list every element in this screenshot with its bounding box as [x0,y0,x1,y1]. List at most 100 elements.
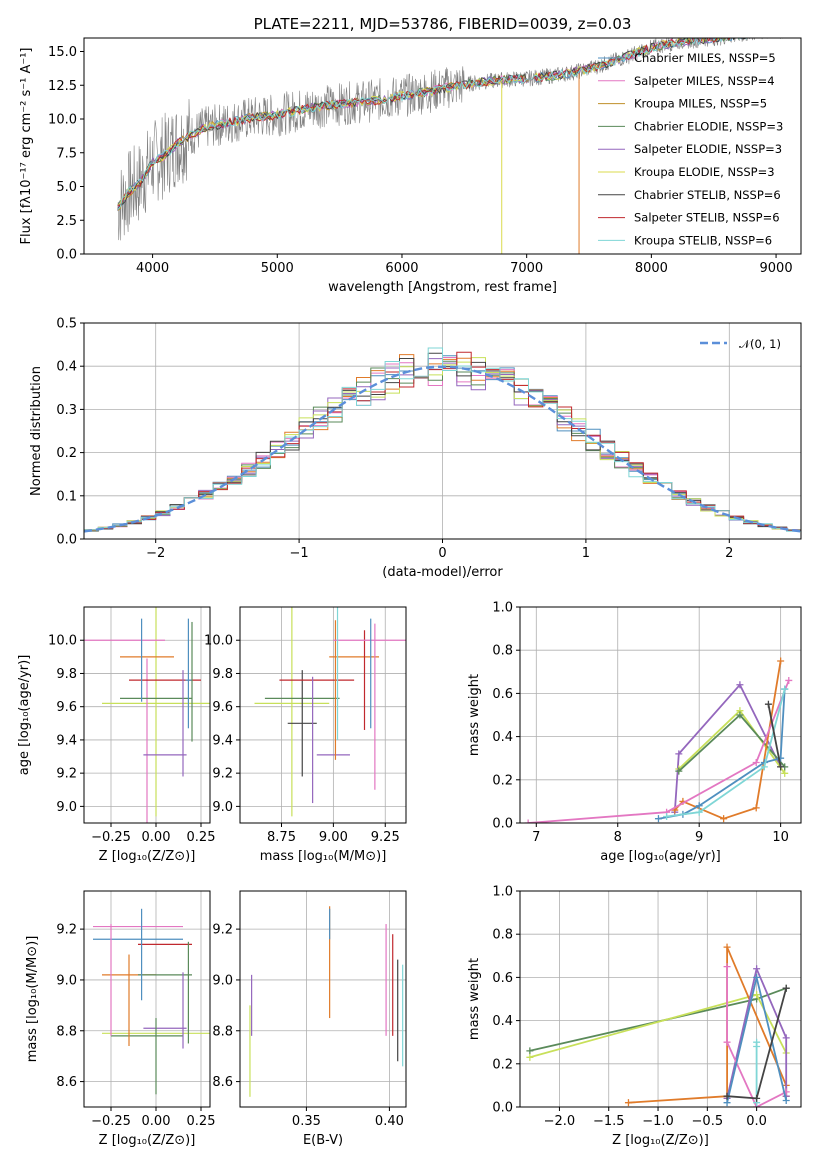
plus-marker [764,700,772,708]
x-tick-label: 9 [695,830,703,845]
y-tick-label: 15.0 [48,45,77,60]
x-tick-label: 0 [438,546,446,561]
x-axis-label: Z [log₁₀(Z/Z⊙)] [612,1133,709,1148]
y-tick-label: 9.2 [56,923,77,938]
plot-area [84,347,801,539]
panel-residuals: −2 −1 0 1 2 0.0 0.1 0.2 0.3 0.4 0.5 (data-model)/er… [29,317,802,580]
x-axis-label: Z [log₁₀(Z/Z⊙)] [99,1133,196,1148]
plus-marker [675,767,683,775]
y-tick-label: 0.5 [56,317,77,332]
y-tick-label: 0.0 [492,817,513,832]
legend-entry: Salpeter STELIB, NSSP=6 [634,211,780,225]
axes-frame [239,890,407,1108]
x-tick-label: 5000 [261,261,294,276]
y-axis-label: Normed distribution [29,366,44,496]
y-axis-label: Flux [fλ10⁻¹⁷ erg cm⁻² s⁻¹ A⁻¹] [19,48,34,245]
legend-entry: Chabrier STELIB, NSSP=6 [634,188,781,202]
y-tick-label: 12.5 [48,79,77,94]
panel-mass-vs-EBV: 0.35 0.40 8.6 8.8 9.0 9.2 E(B-V) [212,890,407,1148]
y-tick-label: 9.2 [56,767,77,782]
plus-marker [624,1099,632,1107]
y-tick-label: 7.5 [56,146,77,161]
model-spectrum-line [117,38,748,210]
plus-marker [781,769,789,777]
x-tick-label: 9000 [760,261,793,276]
legend-entry: Salpeter MILES, NSSP=4 [634,74,775,88]
plus-marker [752,759,760,767]
x-tick-label: −0.25 [91,1114,131,1129]
y-tick-label: 2.5 [56,214,77,229]
axes-frame [239,606,407,824]
plus-marker [782,984,790,992]
mass-weight-line [767,704,782,767]
legend-entry: Kroupa MILES, NSSP=5 [634,97,767,111]
y-tick-label: 9.0 [56,800,77,815]
mass-weight-line [666,688,786,818]
panel-age-vs-mass: 8.75 9.00 9.25 9.0 9.2 9.4 9.6 9.8 10.0 mass [log… [204,606,407,864]
legend-entry: Chabrier ELODIE, NSSP=3 [634,119,783,133]
plus-marker [723,1092,731,1100]
y-tick-label: 0.0 [492,1101,513,1116]
x-tick-label: −2 [146,546,165,561]
x-tick-label: −0.25 [91,830,131,845]
plus-marker [753,1094,761,1102]
y-tick-label: 10.0 [204,634,233,649]
panel-mass-weight-vs-age: 7 8 9 10 0.0 0.2 0.4 0.6 0.8 1.0 age [log₁₀(age/yr… [467,601,802,864]
x-axis-label: Z [log₁₀(Z/Z⊙)] [99,849,196,864]
plus-marker [777,763,785,771]
y-tick-label: 0.2 [492,773,513,788]
y-tick-label: 1.0 [492,885,513,900]
plot-area [526,943,790,1107]
legend-entry: Chabrier MILES, NSSP=5 [634,51,776,65]
x-tick-label: 0.25 [187,830,216,845]
mass-weight-line [726,966,787,1107]
plus-marker [760,763,768,771]
y-axis-label: mass weight [467,674,482,756]
plus-marker [781,685,789,693]
y-tick-label: 1.0 [492,601,513,616]
plus-marker [753,1043,761,1051]
plus-marker [720,815,728,823]
y-tick-label: 9.8 [56,667,77,682]
y-tick-label: 0.1 [56,489,77,504]
y-tick-label: 0.3 [56,403,77,418]
y-tick-label: 0.8 [492,928,513,943]
y-tick-label: 0.8 [492,644,513,659]
x-tick-label: 0.40 [375,1114,404,1129]
y-tick-label: 8.8 [56,1024,77,1039]
y-tick-label: 0.4 [492,1014,513,1029]
axes-frame [519,890,802,1108]
y-tick-label: 9.0 [212,800,233,815]
panel-age-vs-Z: −0.25 0.00 0.25 9.0 9.2 9.4 9.6 9.8 10.0 Z [log₁₀… [17,606,216,864]
legend-entry: Salpeter ELODIE, NSSP=3 [634,142,782,156]
y-tick-label: 0.2 [492,1057,513,1072]
plus-marker [723,963,731,971]
x-axis-label: age [log₁₀(age/yr)] [600,849,721,864]
plus-marker [777,657,785,665]
plus-marker [753,973,761,981]
y-tick-label: 0.6 [492,687,513,702]
y-tick-label: 9.4 [212,733,233,748]
x-tick-label: 9.25 [371,830,400,845]
x-axis-label: mass [log₁₀(M/M⊙)] [260,849,387,864]
plot-area [524,657,793,823]
plus-marker [723,1038,731,1046]
y-tick-label: 9.2 [212,767,233,782]
plus-marker [663,813,671,821]
y-tick-label: 9.0 [56,973,77,988]
legend: Chabrier MILES, NSSP=5 Salpeter MILES, NS… [598,51,783,247]
x-tick-label: 0.00 [142,1114,171,1129]
plus-marker [782,1097,790,1105]
y-tick-label: 0.0 [56,248,77,263]
x-tick-label: 0.35 [292,1114,321,1129]
x-tick-label: 8000 [635,261,668,276]
y-tick-label: 9.8 [212,667,233,682]
y-tick-label: 9.2 [212,923,233,938]
y-tick-label: 0.2 [56,446,77,461]
panel-mass-weight-vs-Z: −2.0 −1.5 −1.0 −0.5 0.0 0.0 0.2 0.4 0.6 0.8 1.0 Z [… [467,885,802,1148]
x-tick-label: 9.00 [319,830,348,845]
plot-area [254,607,406,817]
y-axis-label: mass weight [467,958,482,1040]
legend-entry: 𝒩(0, 1) [739,337,781,351]
